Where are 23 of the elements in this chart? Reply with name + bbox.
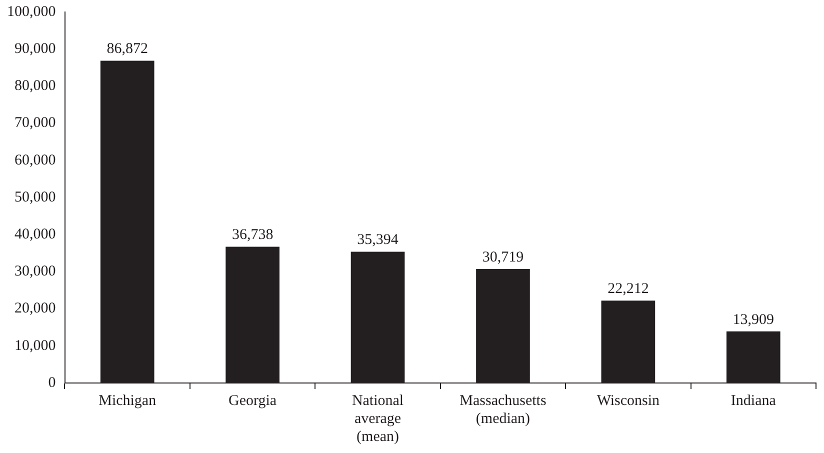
x-tick-label: Massachusetts (median) (460, 392, 546, 427)
y-tick-label: 100,000 (7, 4, 56, 20)
x-tick-label: Georgia (228, 392, 277, 409)
y-tick-label: 40,000 (14, 226, 56, 243)
y-tick-label: 90,000 (14, 41, 56, 58)
x-tick-label: Indiana (730, 392, 776, 409)
x-tick-label: National average (mean) (352, 392, 404, 445)
y-tick-label: 50,000 (14, 189, 56, 206)
data-label: 36,738 (232, 227, 274, 244)
y-tick-label: 60,000 (14, 152, 56, 168)
y-tick-label: 0 (48, 374, 56, 391)
data-label: 13,909 (732, 312, 774, 328)
data-label: 35,394 (357, 232, 399, 248)
y-tick-label: 80,000 (14, 78, 56, 94)
y-tick-label: 20,000 (14, 300, 56, 317)
data-label: 30,719 (482, 249, 524, 266)
y-tick-label: 10,000 (14, 338, 56, 354)
data-label: 22,212 (608, 281, 649, 298)
y-tick-label: 70,000 (14, 115, 56, 132)
x-tick-label: Wisconsin (596, 392, 660, 409)
y-tick-label: 30,000 (14, 264, 56, 280)
x-tick-label: Michigan (98, 392, 157, 409)
data-label: 86,872 (106, 41, 148, 58)
